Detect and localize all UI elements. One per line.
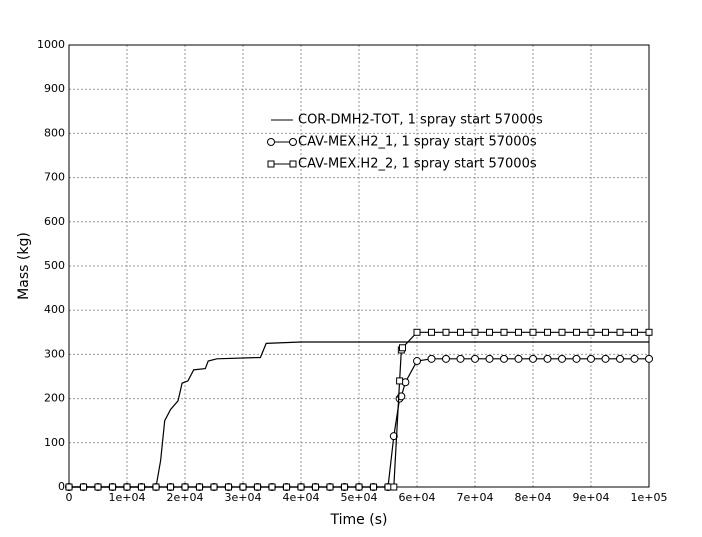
legend-label: CAV-MEX.H2_1, 1 spray start 57000s bbox=[298, 135, 537, 150]
circle-marker bbox=[558, 354, 566, 363]
y-tick-label: 200 bbox=[44, 392, 65, 405]
square-marker bbox=[471, 328, 479, 336]
square-marker bbox=[558, 328, 566, 336]
x-tick-label: 3e+04 bbox=[225, 491, 262, 504]
x-axis-label: Time (s) bbox=[330, 512, 388, 528]
square-marker bbox=[544, 328, 551, 336]
square-marker bbox=[109, 483, 116, 491]
x-tick-label: 0 bbox=[66, 491, 73, 504]
circle-marker bbox=[456, 354, 465, 363]
square-marker bbox=[413, 328, 421, 336]
square-marker bbox=[486, 328, 493, 336]
square-marker bbox=[65, 483, 73, 491]
square-marker bbox=[326, 483, 334, 491]
circle-marker bbox=[645, 354, 653, 363]
square-marker bbox=[152, 483, 160, 491]
x-tick-label: 8e+04 bbox=[515, 491, 552, 504]
y-tick-label: 100 bbox=[44, 436, 65, 449]
x-tick-label: 6e+04 bbox=[399, 491, 436, 504]
square-marker bbox=[181, 483, 189, 491]
square-marker bbox=[500, 328, 508, 336]
circle-marker bbox=[543, 354, 552, 363]
square-marker bbox=[399, 344, 406, 352]
x-tick-label: 1e+04 bbox=[109, 491, 146, 504]
square-marker bbox=[442, 328, 450, 336]
square-marker bbox=[210, 483, 218, 491]
square-marker bbox=[138, 483, 145, 491]
square-marker bbox=[428, 328, 435, 336]
y-tick-label: 800 bbox=[44, 126, 65, 139]
legend-label: COR-DMH2-TOT, 1 spray start 57000s bbox=[298, 113, 543, 128]
y-axis-label: Mass (kg) bbox=[16, 232, 32, 300]
x-tick-label: 4e+04 bbox=[283, 491, 320, 504]
y-tick-label: 0 bbox=[58, 480, 65, 493]
legend-marker bbox=[267, 138, 275, 146]
square-marker bbox=[123, 483, 131, 491]
circle-marker bbox=[572, 354, 581, 363]
square-marker bbox=[341, 483, 348, 491]
y-tick-label: 1000 bbox=[37, 38, 65, 51]
y-tick-label: 300 bbox=[44, 347, 65, 360]
x-tick-label: 9e+04 bbox=[573, 491, 610, 504]
square-marker bbox=[390, 483, 398, 491]
square-marker bbox=[355, 483, 363, 491]
square-marker bbox=[587, 328, 595, 336]
square-marker bbox=[515, 328, 522, 336]
x-tick-label: 1e+05 bbox=[631, 491, 668, 504]
circle-marker bbox=[397, 392, 406, 401]
square-marker bbox=[254, 483, 261, 491]
square-marker bbox=[196, 483, 203, 491]
legend-marker bbox=[289, 138, 297, 146]
square-marker bbox=[167, 483, 174, 491]
circle-marker bbox=[442, 354, 450, 363]
square-marker bbox=[396, 377, 404, 385]
y-tick-label: 700 bbox=[44, 171, 65, 184]
circle-marker bbox=[616, 354, 624, 363]
y-tick-label: 400 bbox=[44, 303, 65, 316]
square-marker bbox=[573, 328, 580, 336]
square-marker bbox=[297, 483, 305, 491]
circle-marker bbox=[500, 354, 508, 363]
y-tick-label: 900 bbox=[44, 82, 65, 95]
circle-marker bbox=[514, 354, 523, 363]
square-marker bbox=[616, 328, 624, 336]
circle-marker bbox=[587, 354, 595, 363]
square-marker bbox=[602, 328, 609, 336]
circle-marker bbox=[485, 354, 494, 363]
square-marker bbox=[80, 483, 87, 491]
square-marker bbox=[645, 328, 653, 336]
x-tick-label: 2e+04 bbox=[167, 491, 204, 504]
legend-label: CAV-MEX.H2_2, 1 spray start 57000s bbox=[298, 157, 537, 172]
square-marker bbox=[239, 483, 247, 491]
circle-marker bbox=[413, 357, 421, 366]
series-line bbox=[69, 341, 649, 488]
x-tick-label: 5e+04 bbox=[341, 491, 378, 504]
x-tick-label: 7e+04 bbox=[457, 491, 494, 504]
square-marker bbox=[312, 483, 319, 491]
square-marker bbox=[370, 483, 377, 491]
square-marker bbox=[529, 328, 537, 336]
square-marker bbox=[384, 483, 392, 491]
square-marker bbox=[94, 483, 102, 491]
square-marker bbox=[283, 483, 290, 491]
circle-marker bbox=[427, 354, 436, 363]
square-marker bbox=[631, 328, 638, 336]
circle-marker bbox=[529, 354, 537, 363]
circle-marker bbox=[389, 432, 398, 441]
square-marker bbox=[457, 328, 464, 336]
legend-marker bbox=[289, 160, 297, 168]
square-marker bbox=[225, 483, 232, 491]
y-tick-label: 500 bbox=[44, 259, 65, 272]
circle-marker bbox=[630, 354, 639, 363]
circle-marker bbox=[471, 354, 479, 363]
legend-marker bbox=[267, 160, 275, 168]
circle-marker bbox=[601, 354, 610, 363]
y-tick-label: 600 bbox=[44, 215, 65, 228]
square-marker bbox=[268, 483, 276, 491]
